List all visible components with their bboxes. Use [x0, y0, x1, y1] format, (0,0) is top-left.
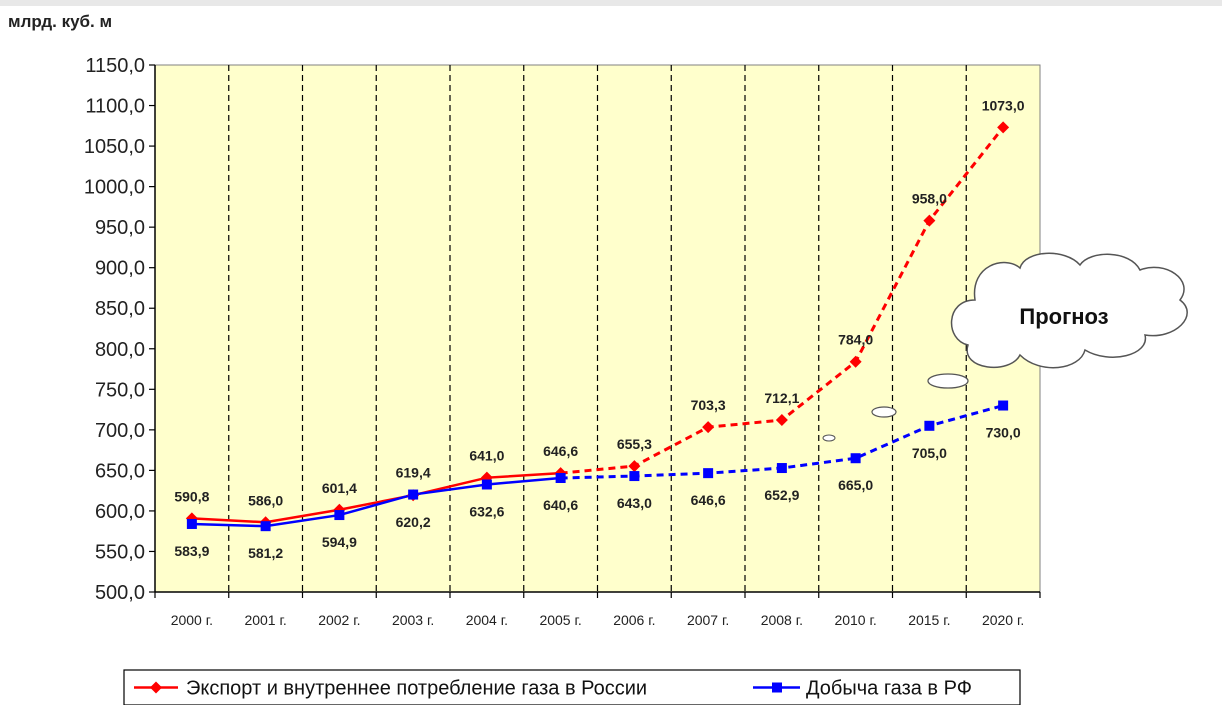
series-1-marker	[702, 421, 715, 434]
series-2-marker	[334, 510, 345, 521]
series-1-data-label: 619,4	[396, 465, 431, 481]
series-1-data-label: 712,1	[764, 390, 799, 406]
series-1-data-label: 641,0	[469, 448, 504, 464]
series-1-data-label: 1073,0	[982, 97, 1025, 113]
y-tick-label: 800,0	[95, 339, 145, 361]
y-tick-label: 700,0	[95, 420, 145, 442]
series-2-marker	[850, 453, 861, 464]
y-axis-unit-label: млрд. куб. м	[8, 12, 112, 31]
legend-series-1-label: Экспорт и внутреннее потребление газа в …	[186, 678, 647, 700]
legend-series-2-label: Добыча газа в РФ	[806, 678, 972, 700]
series-1-marker	[628, 460, 641, 473]
series-2-marker	[260, 521, 271, 532]
y-tick-label: 750,0	[95, 379, 145, 401]
series-1-data-label: 590,8	[174, 488, 209, 504]
series-2-data-label: 632,6	[469, 503, 504, 519]
x-tick-label: 2007 г.	[687, 612, 729, 628]
legend: Экспорт и внутреннее потребление газа в …	[123, 669, 1021, 706]
x-tick-label: 2010 г.	[834, 612, 876, 628]
x-tick-label: 2005 г.	[539, 612, 581, 628]
series-1-marker	[333, 503, 346, 516]
y-tick-label: 550,0	[95, 541, 145, 563]
series-2-data-label: 583,9	[174, 543, 209, 559]
y-tick-label: 900,0	[95, 258, 145, 280]
series-1-marker	[849, 355, 862, 368]
series-1-marker	[997, 121, 1010, 134]
forecast-cloud-shape	[950, 252, 1188, 369]
forecast-callout: Прогноз	[822, 252, 1188, 442]
legend-series-2-marker	[772, 682, 782, 693]
series-2-data-label: 730,0	[986, 425, 1021, 441]
series-2-data-label: 643,0	[617, 495, 652, 511]
series-2-marker	[629, 471, 640, 482]
series-1-data-label: 784,0	[838, 332, 873, 348]
x-tick-label: 2003 г.	[392, 612, 434, 628]
series-2-data-label: 665,0	[838, 477, 873, 493]
series-2-data-label: 581,2	[248, 545, 283, 561]
x-tick-label: 2004 г.	[466, 612, 508, 628]
x-tick-label: 2020 г.	[982, 612, 1024, 628]
series-2-marker	[998, 400, 1009, 411]
series-line-2-actual	[191, 476, 561, 528]
series-2-marker	[703, 468, 714, 479]
y-tick-label: 1100,0	[85, 96, 145, 118]
y-tick-label: 600,0	[95, 501, 145, 523]
series-2-marker	[555, 473, 566, 484]
series-2-marker	[408, 489, 419, 500]
x-tick-label: 2006 г.	[613, 612, 655, 628]
series-2-marker	[481, 479, 492, 490]
y-tick-label: 500,0	[95, 582, 145, 604]
series-2-data-label: 705,0	[912, 445, 947, 461]
series-1-data-label: 703,3	[691, 397, 726, 413]
x-axis-ticks: 2000 г. 2001 г. 2002 г. 2003 г. 2004 г. 2005 …	[154, 591, 1041, 628]
series-2-marker	[186, 518, 197, 529]
y-tick-label: 1050,0	[84, 136, 145, 158]
series-2-data-label: 646,6	[691, 492, 726, 508]
y-tick-label: 650,0	[95, 460, 145, 482]
y-tick-label: 1000,0	[84, 177, 145, 199]
series-2-marker	[776, 463, 787, 474]
series-2-data-label: 652,9	[764, 487, 799, 503]
y-tick-label: 850,0	[95, 298, 145, 320]
thought-bubble-medium	[871, 406, 897, 418]
y-axis-ticks: 500,0 550,0 600,0 650,0 700,0 750,0 800,0 850,0…	[84, 55, 156, 604]
data-labels: 590,8 586,0 601,4 619,4 641,0 646,6 655,3 703,3…	[174, 97, 1024, 561]
series-1-data-label: 958,0	[912, 191, 947, 207]
series-markers	[185, 121, 1010, 532]
x-tick-label: 2001 г.	[244, 612, 286, 628]
top-border-strip	[0, 0, 1222, 6]
y-tick-label: 1150,0	[85, 55, 145, 77]
legend-series-1-marker	[150, 681, 162, 694]
series-1-marker	[775, 414, 788, 427]
y-tick-label: 950,0	[95, 217, 145, 239]
series-2-data-label: 640,6	[543, 497, 578, 513]
series-line-1-actual	[191, 471, 561, 524]
x-tick-label: 2008 г.	[761, 612, 803, 628]
thought-bubble-large	[927, 373, 969, 389]
x-tick-label: 2000 г.	[171, 612, 213, 628]
series-1-data-label: 646,6	[543, 443, 578, 459]
series-1-data-label: 601,4	[322, 480, 357, 496]
forecast-label: Прогноз	[1019, 304, 1108, 329]
series-2-data-label: 620,2	[396, 514, 431, 530]
thought-bubble-small	[822, 434, 836, 442]
x-tick-label: 2015 г.	[908, 612, 950, 628]
series-1-marker	[923, 214, 936, 227]
series-1-data-label: 586,0	[248, 492, 283, 508]
series-1-data-label: 655,3	[617, 436, 652, 452]
x-tick-label: 2002 г.	[318, 612, 360, 628]
series-2-data-label: 594,9	[322, 534, 357, 550]
series-2-marker	[924, 420, 935, 431]
